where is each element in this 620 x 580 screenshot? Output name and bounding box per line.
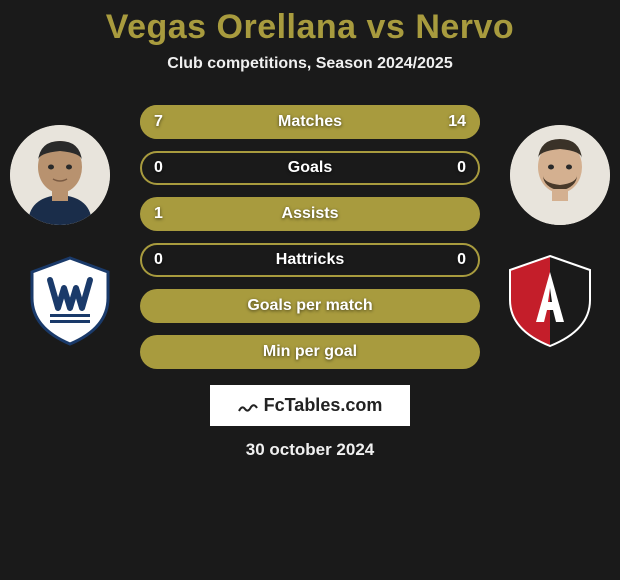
stat-bar-min-per-goal: Min per goal [140,335,480,369]
stat-bar-matches: Matches 7 14 [140,105,480,139]
bar-value-right: 14 [448,113,466,131]
bar-value-left: 0 [154,251,163,269]
comparison-card: Vegas Orellana vs Nervo Club competition… [0,0,620,580]
bar-label: Matches [278,113,342,131]
date-text: 30 october 2024 [246,440,375,460]
vs-text: vs [367,8,406,46]
bar-value-left: 7 [154,113,163,131]
bar-label: Assists [282,205,339,223]
bar-label: Goals per match [247,297,372,315]
stat-bar-hattricks: Hattricks 0 0 [140,243,480,277]
stat-bar-goals-per-match: Goals per match [140,289,480,323]
bar-label: Min per goal [263,343,357,361]
bar-value-left: 1 [154,205,163,223]
player2-name: Nervo [415,8,514,46]
bar-label: Goals [288,159,332,177]
bar-value-right: 0 [457,159,466,177]
brand-badge: FcTables.com [210,385,411,426]
subtitle: Club competitions, Season 2024/2025 [167,55,452,73]
stats-bars: Matches714Goals00Assists1Hattricks00Goal… [0,105,620,369]
stat-bar-goals: Goals 0 0 [140,151,480,185]
bar-value-left: 0 [154,159,163,177]
brand-icon [238,399,258,413]
brand-text: FcTables.com [264,395,383,416]
bar-value-right: 0 [457,251,466,269]
stat-bar-assists: Assists 1 [140,197,480,231]
page-title: Vegas Orellana vs Nervo [106,8,514,47]
player1-name: Vegas Orellana [106,8,357,46]
bar-label: Hattricks [276,251,344,269]
